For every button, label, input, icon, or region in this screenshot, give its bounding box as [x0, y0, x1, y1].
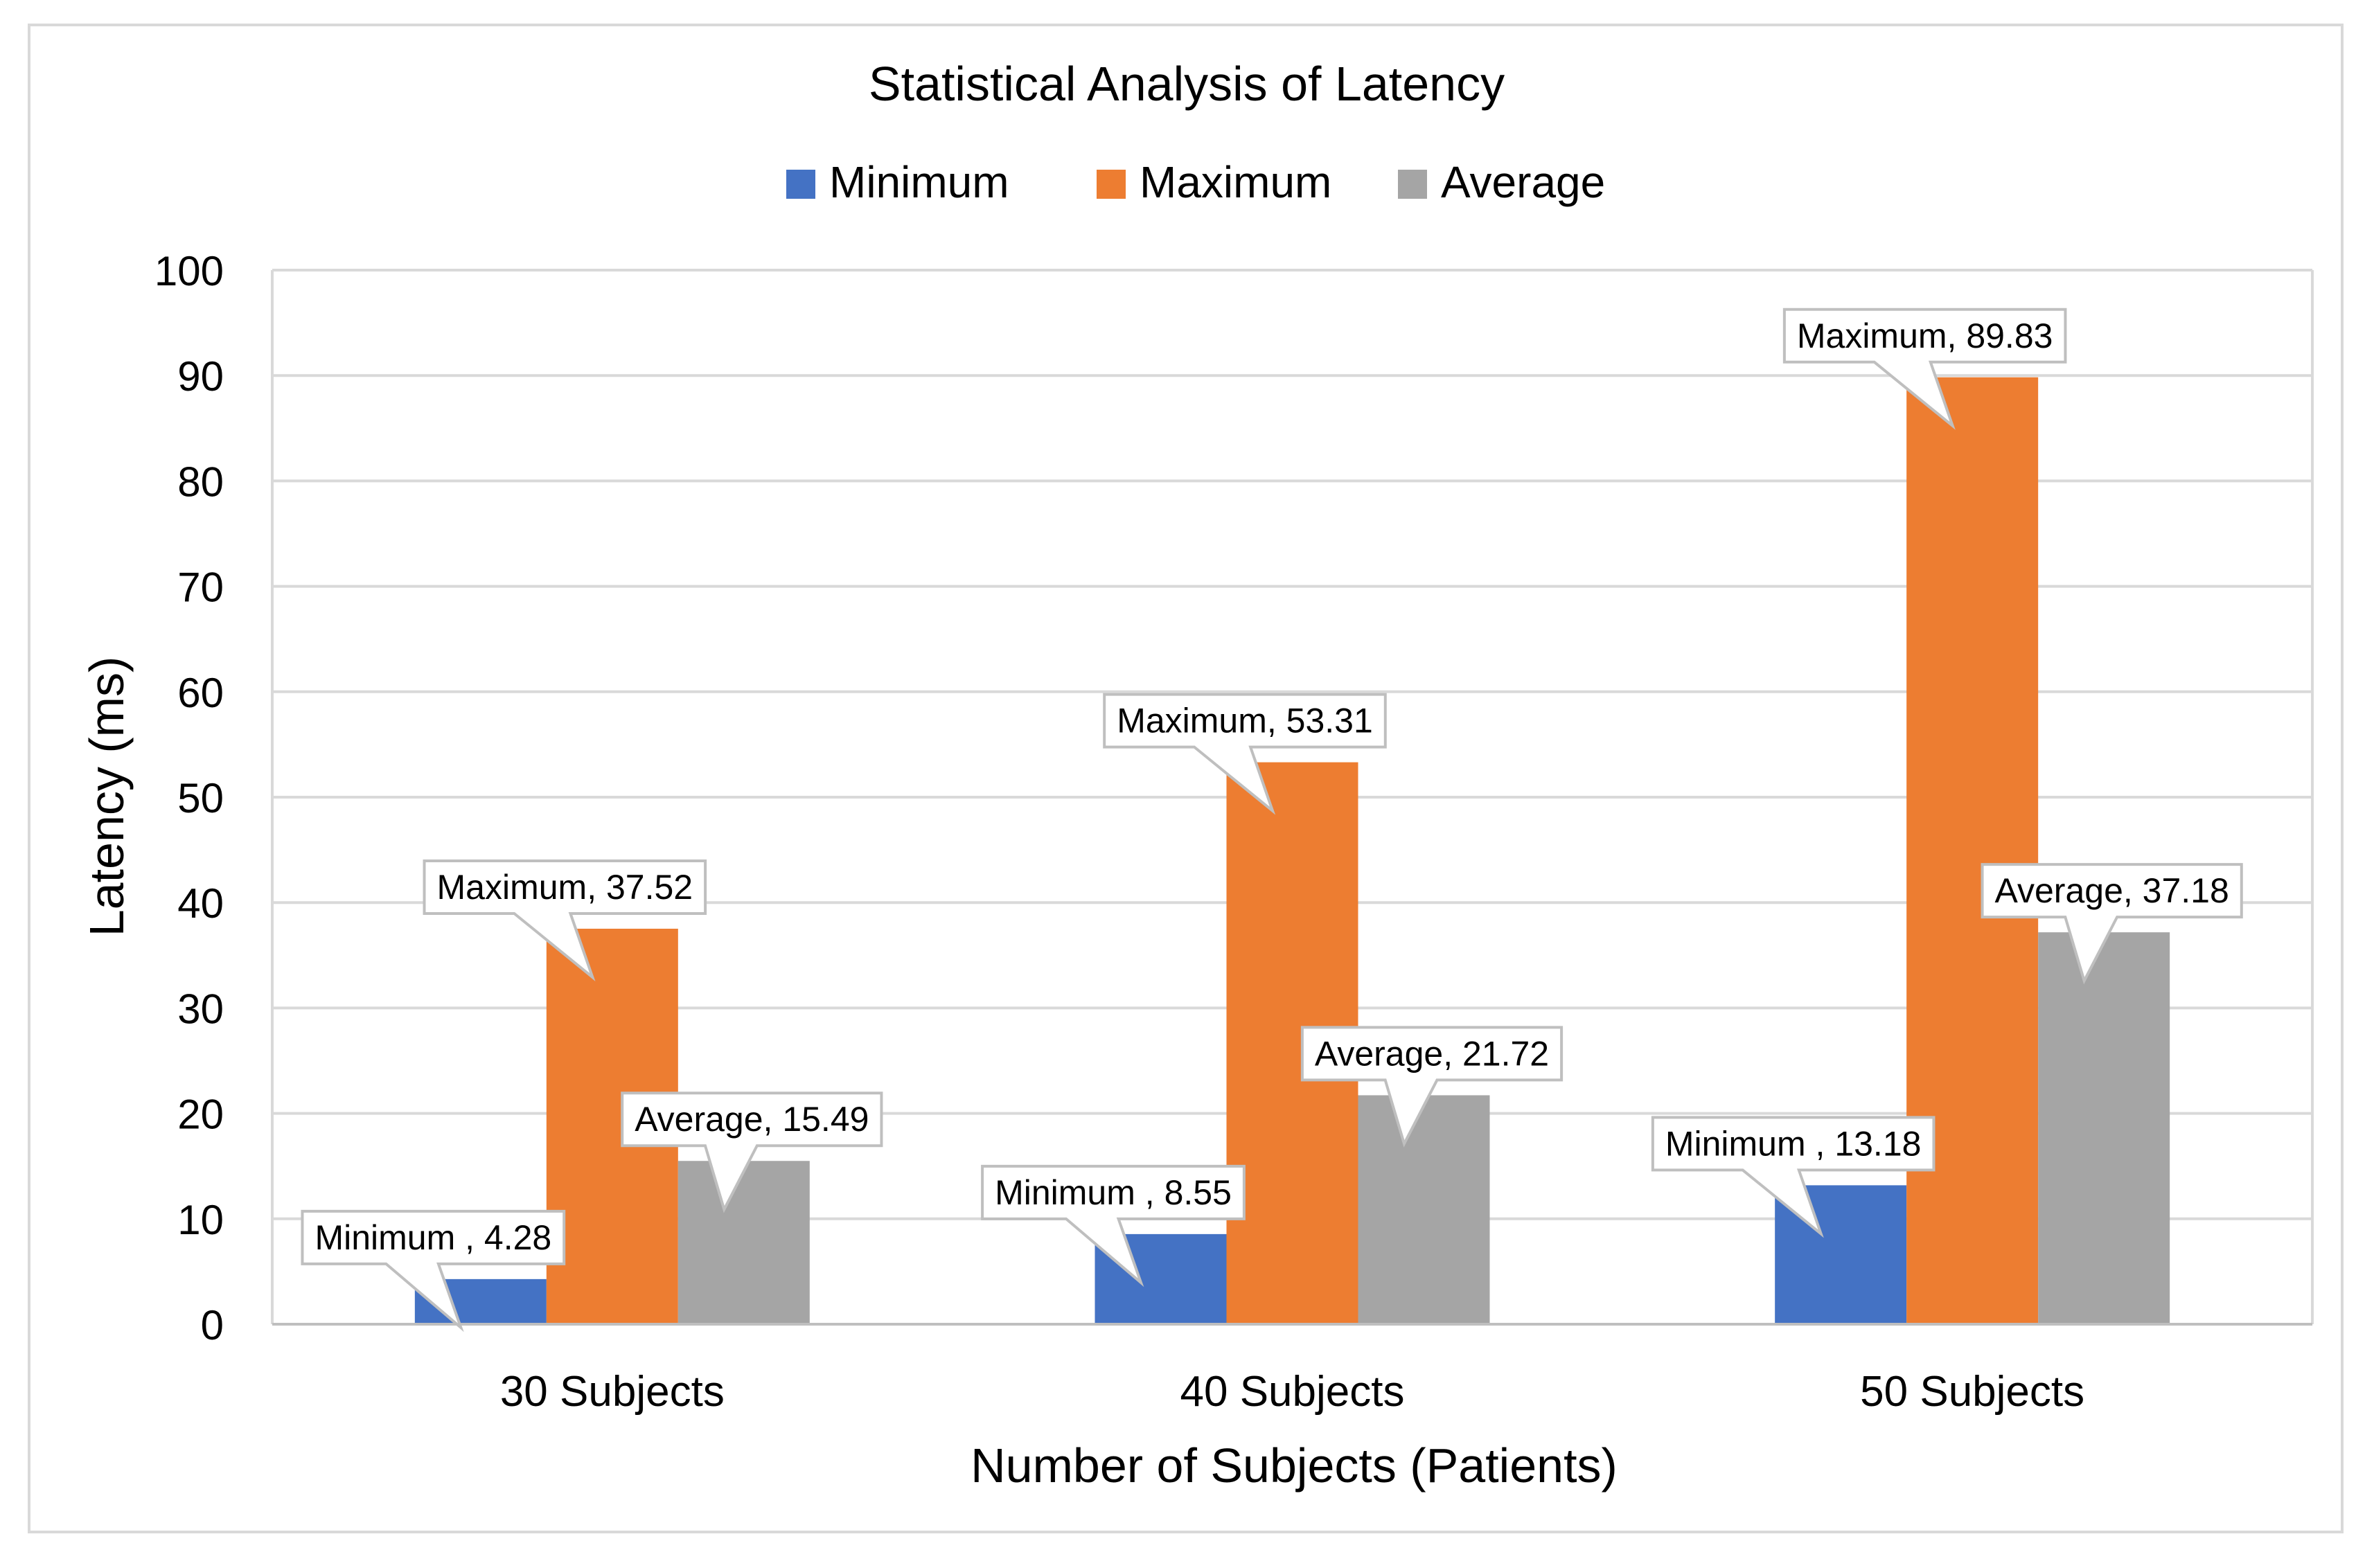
- callout-text: Maximum, 53.31: [1117, 702, 1373, 740]
- callout-box: [1782, 308, 2067, 430]
- y-tick-label: 70: [177, 564, 224, 611]
- callout-text: Minimum , 8.55: [995, 1173, 1232, 1212]
- callout-text: Maximum, 37.52: [437, 868, 693, 907]
- chart-title: Statistical Analysis of Latency: [869, 57, 1505, 111]
- callout-box: [621, 1092, 883, 1213]
- callout-text: Minimum , 13.18: [1665, 1124, 1922, 1163]
- y-tick-label: 10: [177, 1197, 224, 1243]
- bars: [272, 377, 2312, 1326]
- callout-box: [1300, 1026, 1564, 1148]
- data-label-maximum: Maximum, 53.31: [1103, 693, 1387, 815]
- bar-maximum: [1906, 377, 2039, 1325]
- y-tick-label: 100: [154, 248, 224, 294]
- x-axis-label: Number of Subjects (Patients): [971, 1438, 1618, 1493]
- legend-swatch-average: [1398, 170, 1427, 199]
- bar-average: [677, 1161, 810, 1324]
- y-axis-label: Latency (ms): [80, 657, 134, 937]
- callout-box: [423, 859, 707, 981]
- y-tick-label: 20: [177, 1092, 224, 1138]
- callout-text: Maximum, 89.83: [1797, 317, 2053, 355]
- callout-text: Minimum , 4.28: [315, 1218, 551, 1257]
- data-label-minimum: Minimum , 4.28: [301, 1209, 566, 1333]
- legend: Minimum Maximum Average: [786, 157, 1605, 207]
- data-label-average: Average, 15.49: [621, 1092, 883, 1213]
- x-tick-label: 40 Subjects: [1180, 1368, 1405, 1416]
- data-label-minimum: Minimum , 13.18: [1651, 1116, 1935, 1238]
- callout-box: [1103, 693, 1387, 815]
- x-axis-ticks: 30 Subjects 40 Subjects 50 Subjects: [500, 1368, 2084, 1416]
- y-tick-label: 50: [177, 775, 224, 821]
- y-tick-label: 80: [177, 458, 224, 505]
- legend-label-average: Average: [1441, 157, 1605, 207]
- y-tick-label: 40: [177, 880, 224, 927]
- callout-box: [981, 1164, 1246, 1288]
- legend-swatch-minimum: [786, 170, 815, 199]
- callout-box: [301, 1209, 566, 1333]
- data-label-minimum: Minimum , 8.55: [981, 1164, 1246, 1288]
- data-labels: Minimum , 4.28 Maximum, 37.52 Average, 15.…: [301, 308, 2243, 1333]
- x-tick-label: 30 Subjects: [500, 1368, 725, 1416]
- callout-text: Average, 15.49: [635, 1100, 869, 1139]
- data-label-average: Average, 21.72: [1300, 1026, 1564, 1148]
- y-tick-label: 30: [177, 986, 224, 1032]
- callout-box: [1981, 863, 2243, 985]
- data-label-maximum: Maximum, 89.83: [1782, 308, 2067, 430]
- callout-text: Average, 21.72: [1315, 1034, 1549, 1073]
- legend-label-minimum: Minimum: [829, 157, 1009, 207]
- bar-average: [2038, 932, 2170, 1324]
- callout-box: [1651, 1116, 1935, 1238]
- x-tick-label: 50 Subjects: [1860, 1368, 2084, 1416]
- bar-average: [1358, 1095, 1490, 1324]
- callout-text: Average, 37.18: [1995, 871, 2229, 910]
- data-label-average: Average, 37.18: [1981, 863, 2243, 985]
- y-axis-ticks: 0 10 20 30 40 50 60 70 80 90 100: [154, 248, 224, 1348]
- data-label-maximum: Maximum, 37.52: [423, 859, 707, 981]
- y-tick-label: 0: [201, 1302, 224, 1348]
- legend-swatch-maximum: [1097, 170, 1126, 199]
- y-tick-label: 60: [177, 670, 224, 716]
- y-tick-label: 90: [177, 353, 224, 400]
- legend-label-maximum: Maximum: [1140, 157, 1331, 207]
